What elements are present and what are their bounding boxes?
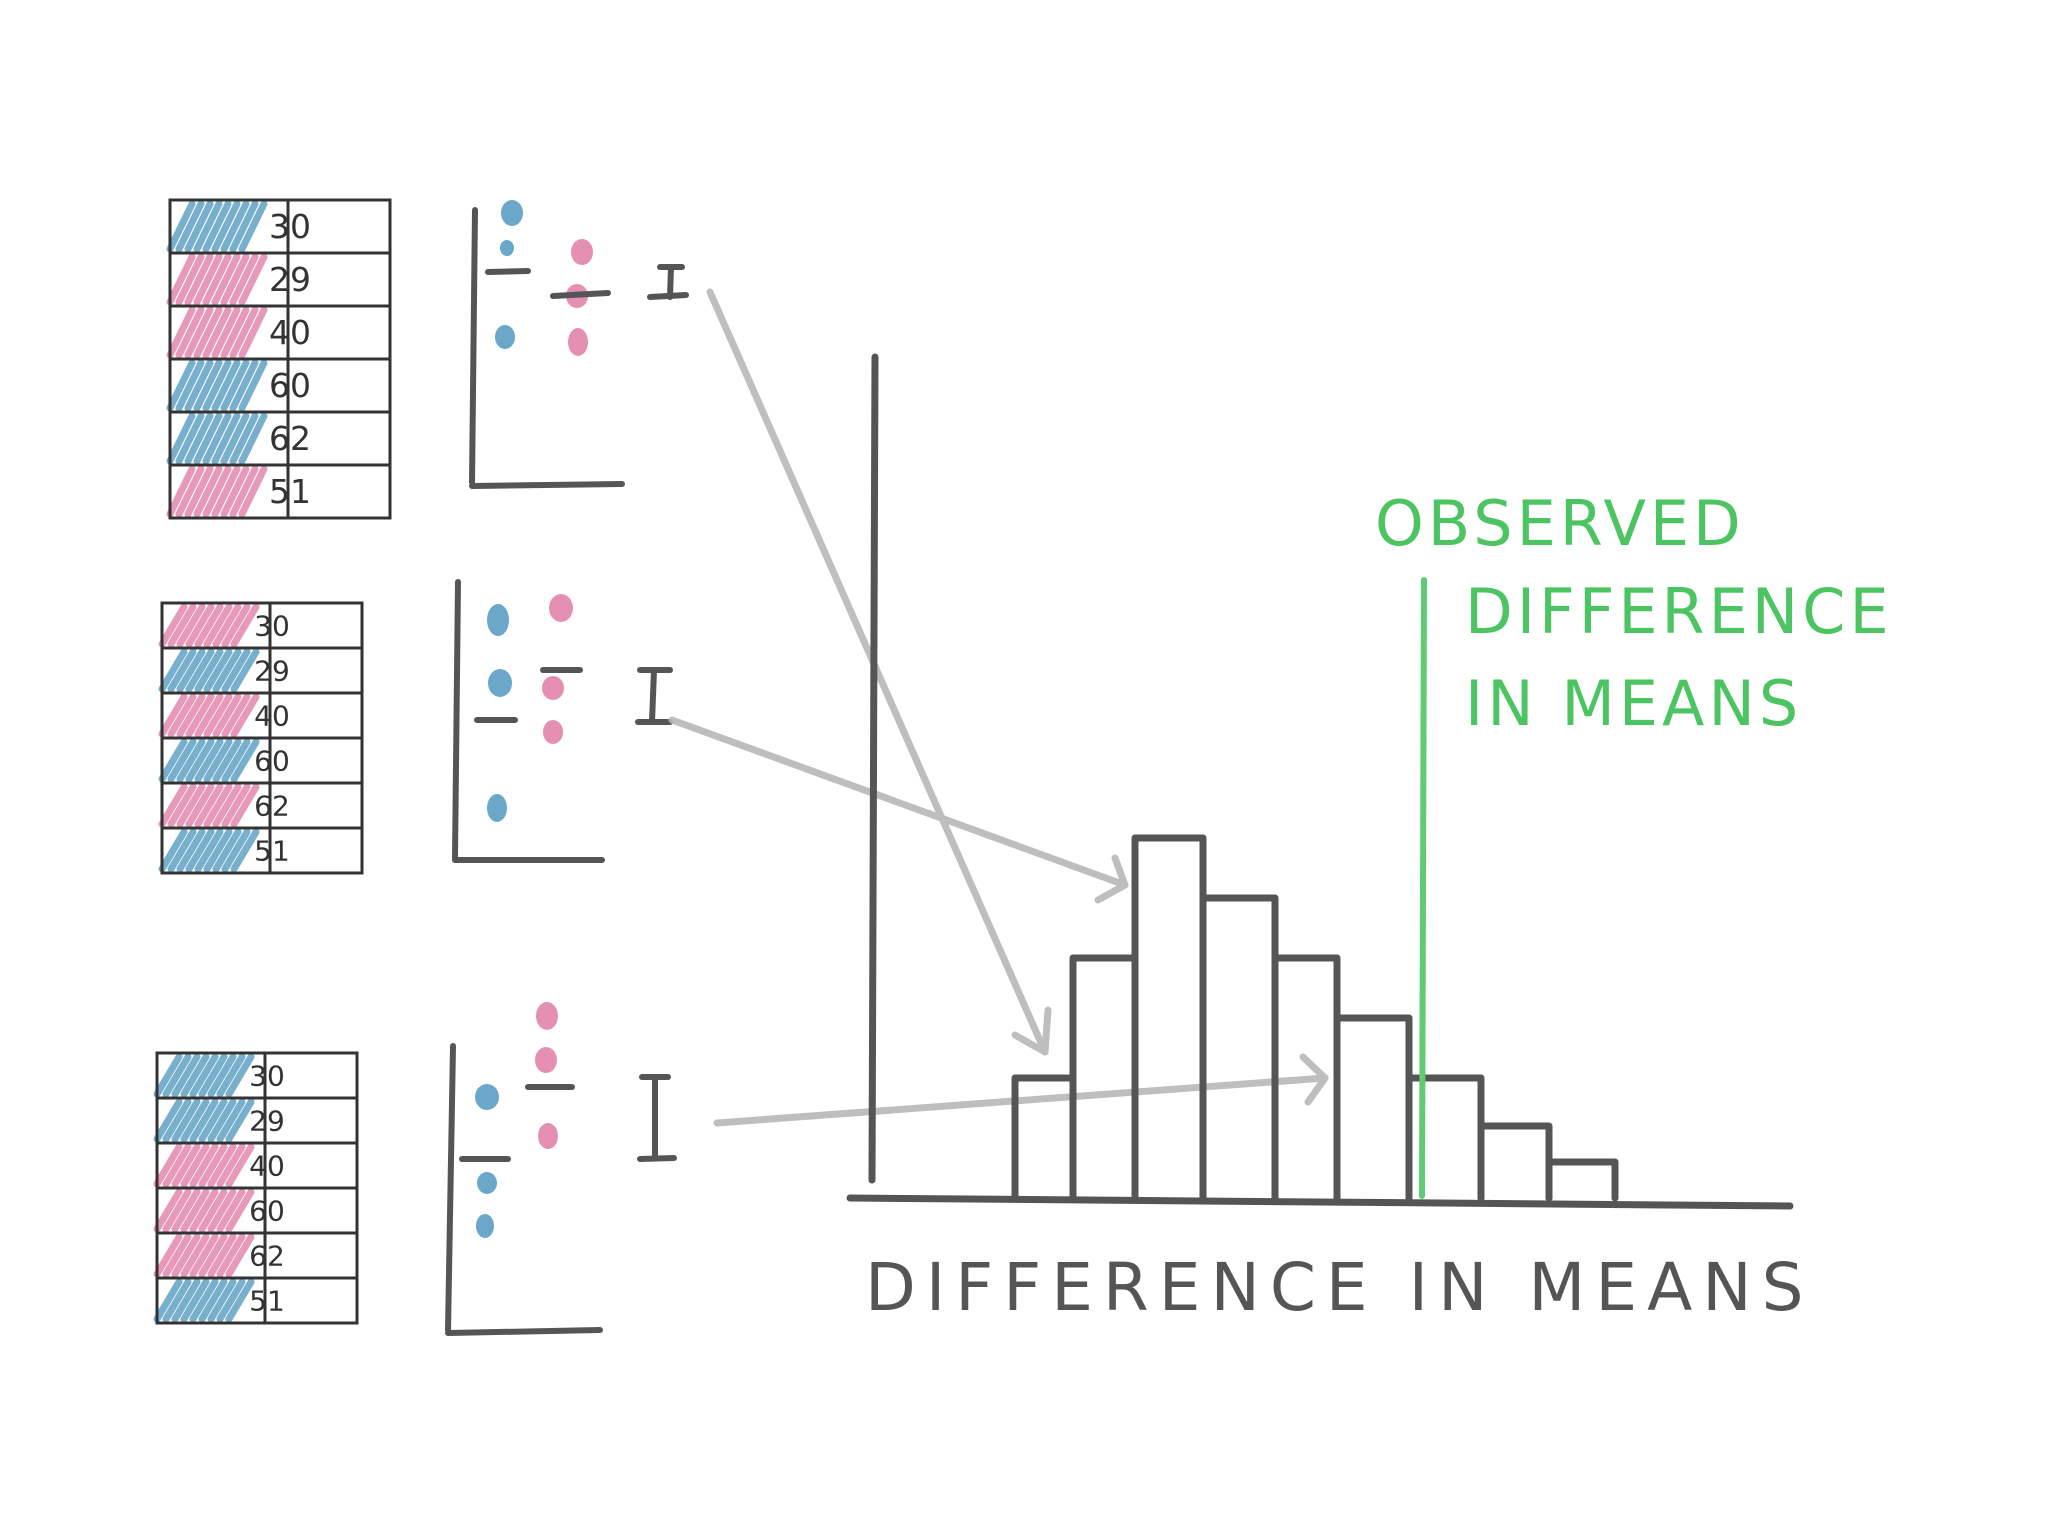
histogram-bar bbox=[1333, 1014, 1413, 1202]
group-swatch-blue bbox=[153, 1098, 255, 1143]
table-3: 30 29 40 60 62 51 bbox=[153, 1051, 359, 1325]
table-cell-value: 30 bbox=[249, 1059, 285, 1092]
table-row: 29 bbox=[166, 253, 311, 306]
table-row: 30 bbox=[158, 603, 290, 648]
group-swatch-blue bbox=[166, 200, 268, 253]
table-row: 40 bbox=[166, 306, 311, 359]
table-cell-value: 60 bbox=[254, 744, 290, 777]
arrow-3 bbox=[713, 1053, 1329, 1127]
table-row: 51 bbox=[158, 828, 290, 873]
group-swatch-pink bbox=[158, 603, 260, 648]
table-2: 30 29 40 60 62 51 bbox=[158, 601, 364, 875]
group-swatch-blue bbox=[153, 1278, 255, 1323]
table-cell-value: 51 bbox=[269, 472, 311, 511]
table-cell-value: 60 bbox=[269, 366, 311, 405]
table-row: 30 bbox=[166, 200, 311, 253]
group-swatch-blue bbox=[166, 359, 268, 412]
table-cell-value: 29 bbox=[254, 654, 290, 687]
group-swatch-pink bbox=[158, 783, 260, 828]
table-row: 62 bbox=[158, 783, 290, 828]
histogram-bar bbox=[1131, 834, 1207, 1202]
group-swatch-pink bbox=[158, 693, 260, 738]
group-swatch-blue bbox=[158, 648, 260, 693]
mean-difference-2 bbox=[635, 667, 673, 725]
group-swatch-blue bbox=[158, 738, 260, 783]
x-axis-label: DIFFERENCE IN MEANS bbox=[865, 1249, 1813, 1326]
table-cell-value: 62 bbox=[254, 789, 290, 822]
dot-plot-1 bbox=[469, 200, 689, 489]
table-cell-value: 60 bbox=[249, 1194, 285, 1227]
table-cell-value: 30 bbox=[254, 609, 290, 642]
table-cell-value: 51 bbox=[254, 834, 290, 867]
table-cell-value: 62 bbox=[249, 1239, 285, 1272]
group-swatch-pink bbox=[166, 465, 268, 518]
histogram bbox=[846, 353, 1794, 1210]
group-swatch-pink bbox=[153, 1233, 255, 1278]
table-cell-value: 40 bbox=[254, 699, 290, 732]
dot-plot-3 bbox=[445, 1002, 677, 1336]
observed-label: OBSERVED DIFFERENCE IN MEANS bbox=[1375, 487, 1893, 740]
table-row: 62 bbox=[153, 1233, 285, 1278]
table-cell-value: 29 bbox=[269, 260, 311, 299]
table-row: 29 bbox=[153, 1098, 285, 1143]
arrow-2 bbox=[668, 716, 1129, 904]
mean-difference-1 bbox=[647, 264, 689, 300]
permutation-tables: 30 29 40 60 62 51 30 29 40 60 62 51 30 29 40 60 62 51 bbox=[153, 198, 392, 1325]
table-row: 60 bbox=[153, 1188, 285, 1233]
table-cell-value: 40 bbox=[249, 1149, 285, 1182]
table-grid bbox=[168, 198, 392, 520]
histogram-bar bbox=[1545, 1158, 1619, 1202]
table-row: 60 bbox=[166, 359, 311, 412]
observed-label-line-3: IN MEANS bbox=[1465, 667, 1802, 740]
y-axis bbox=[868, 353, 879, 1184]
table-row: 40 bbox=[153, 1143, 285, 1188]
group-swatch-pink bbox=[153, 1143, 255, 1188]
histogram-bar bbox=[1477, 1122, 1553, 1202]
table-cell-value: 29 bbox=[249, 1104, 285, 1137]
dot-plot-2 bbox=[452, 579, 673, 863]
table-cell-value: 51 bbox=[249, 1284, 285, 1317]
group-swatch-pink bbox=[166, 306, 268, 359]
histogram-bar bbox=[1069, 954, 1139, 1202]
arrow-1 bbox=[706, 288, 1052, 1056]
mean-difference-3 bbox=[637, 1074, 677, 1162]
table-1: 30 29 40 60 62 51 bbox=[166, 198, 392, 520]
table-row: 62 bbox=[166, 412, 311, 465]
observed-difference-line bbox=[1419, 577, 1427, 1199]
table-cell-value: 62 bbox=[269, 419, 311, 458]
table-row: 30 bbox=[153, 1053, 285, 1098]
group-swatch-pink bbox=[153, 1188, 255, 1233]
observed-label-line-1: OBSERVED bbox=[1375, 487, 1745, 560]
arrows bbox=[668, 288, 1329, 1127]
table-row: 40 bbox=[158, 693, 290, 738]
table-grid bbox=[155, 1051, 359, 1325]
table-grid bbox=[160, 601, 364, 875]
group-dot-plots bbox=[445, 200, 689, 1336]
table-cell-value: 40 bbox=[269, 313, 311, 352]
table-row: 29 bbox=[158, 648, 290, 693]
histogram-bar bbox=[1199, 894, 1279, 1202]
table-row: 60 bbox=[158, 738, 290, 783]
table-cell-value: 30 bbox=[269, 207, 311, 246]
group-swatch-blue bbox=[166, 412, 268, 465]
group-swatch-blue bbox=[153, 1053, 255, 1098]
table-row: 51 bbox=[166, 465, 311, 518]
group-swatch-blue bbox=[158, 828, 260, 873]
group-swatch-pink bbox=[166, 253, 268, 306]
observed-label-line-2: DIFFERENCE bbox=[1465, 575, 1893, 648]
x-axis bbox=[846, 1194, 1794, 1210]
table-row: 51 bbox=[153, 1278, 285, 1323]
histogram-bars bbox=[1011, 834, 1619, 1202]
